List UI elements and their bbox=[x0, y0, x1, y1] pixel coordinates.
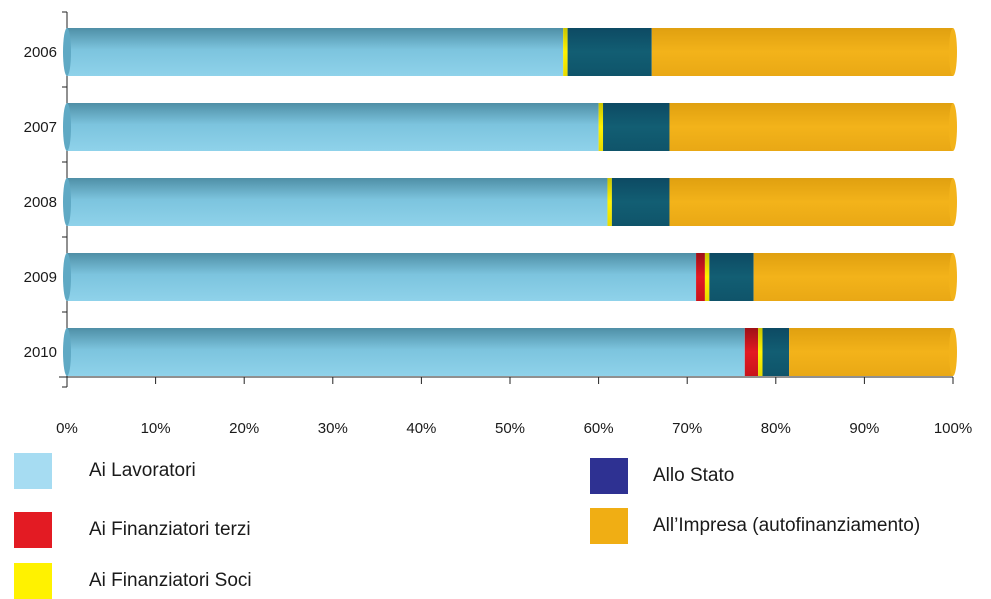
bar-segment-ai-finanziatori-soci-2010 bbox=[758, 328, 763, 376]
x-tick-label: 100% bbox=[934, 420, 972, 437]
bar-segment-all-impresa-autofinanziamento-2009 bbox=[753, 253, 953, 301]
bar-cap-right-2009 bbox=[949, 253, 957, 301]
x-tick-label: 60% bbox=[584, 420, 614, 437]
bar-segment-ai-finanziatori-soci-2007 bbox=[598, 103, 604, 151]
bar-segment-ai-finanziatori-terzi-2009 bbox=[696, 253, 705, 301]
x-tick-label: 30% bbox=[318, 420, 348, 437]
bar-segment-ai-lavoratori-2009 bbox=[67, 253, 697, 301]
y-tick-label: 2010 bbox=[24, 344, 57, 361]
bar-segment-all-impresa-autofinanziamento-2008 bbox=[669, 178, 953, 226]
y-tick-label: 2008 bbox=[24, 194, 57, 211]
bar-segment-ai-lavoratori-2008 bbox=[67, 178, 608, 226]
bar-segment-allo-stato-2007 bbox=[603, 103, 670, 151]
bar-segment-all-impresa-autofinanziamento-2007 bbox=[669, 103, 953, 151]
y-tick-label: 2006 bbox=[24, 44, 57, 61]
bar-cap-right-2006 bbox=[949, 28, 957, 76]
bar-cap-left-2006 bbox=[63, 28, 71, 76]
bar-segment-all-impresa-autofinanziamento-2010 bbox=[789, 328, 953, 376]
y-tick-label: 2007 bbox=[24, 119, 57, 136]
bar-cap-right-2010 bbox=[949, 328, 957, 376]
bar-cap-left-2008 bbox=[63, 178, 71, 226]
bar-segment-ai-lavoratori-2007 bbox=[67, 103, 599, 151]
y-tick-labels: 2006 2007 2008 2009 2010 bbox=[24, 44, 57, 361]
bar-segment-allo-stato-2010 bbox=[762, 328, 790, 376]
x-tick-label: 50% bbox=[495, 420, 525, 437]
x-tick-label: 40% bbox=[406, 420, 436, 437]
bar-segment-ai-finanziatori-soci-2008 bbox=[607, 178, 612, 226]
bar-segment-allo-stato-2008 bbox=[611, 178, 670, 226]
x-tick-labels: 0% 10% 20% 30% 40% 50% 60% 70% 80% 90% 100% bbox=[56, 420, 972, 437]
bar-segment-all-impresa-autofinanziamento-2006 bbox=[651, 28, 953, 76]
bar-cap-left-2009 bbox=[63, 253, 71, 301]
y-tick-label: 2009 bbox=[24, 269, 57, 286]
bar-segment-ai-lavoratori-2010 bbox=[67, 328, 745, 376]
bar-segment-ai-finanziatori-soci-2006 bbox=[563, 28, 568, 76]
bar-segment-allo-stato-2006 bbox=[567, 28, 652, 76]
bar-segment-allo-stato-2009 bbox=[709, 253, 754, 301]
bar-segment-ai-finanziatori-terzi-2010 bbox=[744, 328, 759, 376]
x-tick-label: 10% bbox=[141, 420, 171, 437]
bar-cap-left-2010 bbox=[63, 328, 71, 376]
bar-segment-ai-finanziatori-soci-2009 bbox=[704, 253, 710, 301]
x-tick-label: 70% bbox=[672, 420, 702, 437]
bar-cap-right-2007 bbox=[949, 103, 957, 151]
bars bbox=[63, 28, 957, 376]
x-tick-label: 20% bbox=[229, 420, 259, 437]
bar-cap-left-2007 bbox=[63, 103, 71, 151]
x-tick-label: 90% bbox=[849, 420, 879, 437]
x-tick-label: 0% bbox=[56, 420, 78, 437]
bar-segment-ai-lavoratori-2006 bbox=[67, 28, 564, 76]
x-tick-label: 80% bbox=[761, 420, 791, 437]
bar-cap-right-2008 bbox=[949, 178, 957, 226]
